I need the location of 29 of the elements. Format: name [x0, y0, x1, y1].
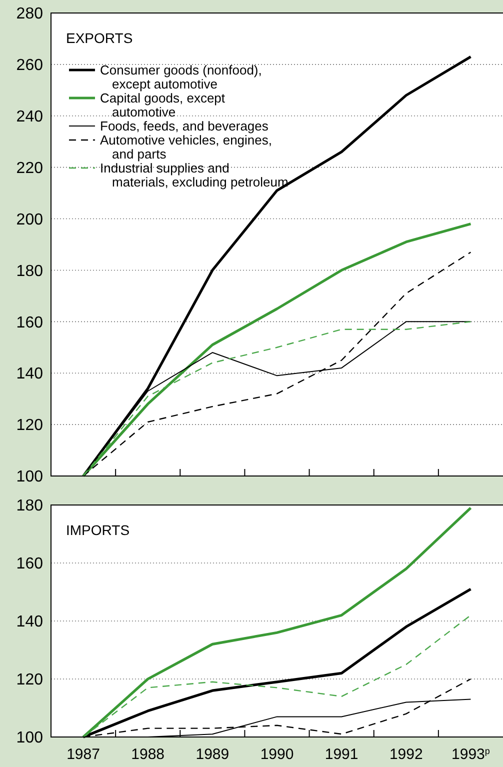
- y-tick-label: 200: [16, 211, 44, 228]
- legend-label: Capital goods, except automotive: [100, 90, 226, 120]
- y-tick-label: 140: [16, 366, 44, 383]
- x-tick-label: 1991: [324, 746, 358, 763]
- y-tick-label: 220: [16, 160, 44, 177]
- legend-label: Foods, feeds, and beverages: [100, 118, 269, 134]
- y-tick-label: 240: [16, 108, 44, 126]
- y-tick-label: 100: [16, 468, 44, 486]
- y-tick-label: 140: [16, 614, 44, 631]
- x-tick-label: 1990: [260, 746, 294, 763]
- y-tick-label: 280: [16, 6, 44, 23]
- x-tick-label: 1993$^{p}$: [452, 746, 490, 763]
- x-tick-label: 1989: [196, 746, 230, 763]
- y-tick-label: 180: [16, 498, 44, 515]
- y-tick-label: 120: [16, 417, 44, 434]
- text: IMPORTS: [66, 522, 130, 538]
- y-tick-label: 260: [16, 57, 44, 74]
- y-tick-label: 100: [16, 730, 44, 747]
- y-tick-label: 180: [16, 262, 44, 280]
- y-tick-label: 160: [16, 556, 44, 573]
- x-tick-label: 1988: [131, 746, 165, 763]
- text: EXPORTS: [66, 30, 133, 46]
- x-tick-label: 1987: [66, 746, 100, 763]
- legend-label: Consumer goods (nonfood), except automotive: [100, 62, 262, 92]
- y-tick-label: 120: [16, 672, 44, 689]
- legend-label: Automotive vehicles, engines, and parts: [100, 132, 272, 162]
- y-tick-label: 160: [16, 314, 44, 332]
- x-tick-label: 1992: [389, 746, 423, 763]
- legend-label: Industrial supplies and materials, excluding petroleum: [100, 160, 288, 190]
